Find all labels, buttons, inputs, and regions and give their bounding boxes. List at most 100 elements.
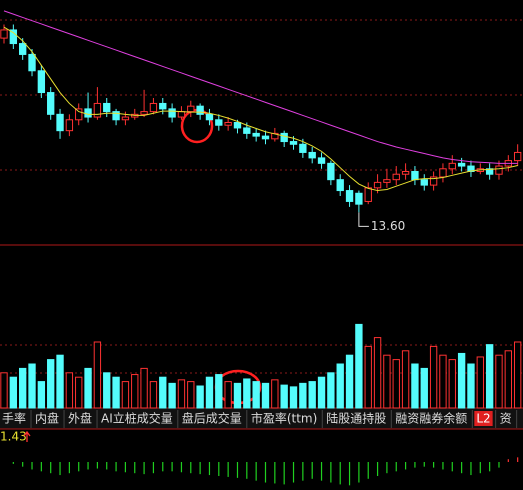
volume-bar [401,350,410,409]
volume-bar [439,354,447,409]
tab-label: 内盘 [35,411,59,426]
volume-bar [196,385,204,409]
low-pointer [358,212,369,227]
volume-bar [355,323,363,409]
grid [0,19,523,374]
candle-body [196,105,204,115]
candle-body [47,92,55,115]
volume-bar [140,367,148,409]
volume-bar [448,359,456,409]
candle-body [112,111,120,121]
candle-body [289,141,298,145]
volume-bar [224,381,232,409]
volume-bar [252,381,260,409]
volume-bar [271,379,279,409]
volume-bar [19,367,27,409]
volume-bar [75,376,83,409]
candle-body [261,135,270,140]
candle-body [75,108,83,121]
candle-body [140,111,148,115]
volume-bar [289,386,298,409]
candle-body [19,43,27,55]
candle-body [177,111,186,118]
tab-label: 手率 [2,411,26,426]
volume-bar [280,384,288,409]
volume-bar [261,382,270,409]
tab-label: 市盈率(ttm) [251,411,317,426]
volume-bar [476,356,484,409]
candle-body [467,165,475,173]
low-label: 13.60 [371,219,405,233]
ma-line [3,26,518,192]
volume-bar [308,381,316,409]
candle-body [252,132,260,137]
candle-body [392,173,400,181]
candle-body [37,70,46,94]
volume-bar [0,372,8,409]
candle-body [187,105,195,113]
tab-label: 陆股通持股 [326,411,386,426]
candle-body [401,171,410,175]
candle-body [65,119,74,132]
volume-bar [364,345,372,409]
candle-body [0,29,8,39]
candle-body [383,179,391,183]
candle-body [149,102,158,113]
candle-body [299,143,307,153]
volume-bar [243,378,251,409]
tab-label: 外盘 [68,411,92,426]
volume-bar [429,345,438,409]
volume-bar [317,376,326,409]
candle-body [485,168,494,175]
candle-body [429,176,438,186]
candle-body [28,53,36,72]
candle-body [345,190,354,202]
volume-bar [37,381,46,409]
volume-bar [84,367,92,409]
volume-bar [159,376,167,409]
volume-bar [93,341,102,409]
volume-bar [504,350,512,409]
ma-line [3,10,518,164]
candle-body [364,187,372,202]
volume-bar [205,376,214,409]
candle-body [327,162,335,181]
volume-bar [495,354,503,409]
candle-body [495,165,503,175]
tab-label: AI立桩成交量 [101,411,173,426]
tab-label: L2 [476,412,490,426]
candle-body [513,151,522,162]
volume-bar [383,354,391,409]
candle-body [215,119,223,126]
candle-body [93,102,102,118]
volume-bar [168,382,176,409]
candle-body [56,113,64,132]
volume-bar [121,381,130,409]
candle-body [224,122,232,126]
volume-bar [373,337,382,409]
candle-body [411,171,419,181]
candle-body [205,113,214,121]
candle-body [9,29,18,45]
volume-bar [513,341,522,409]
candle-body [308,151,316,159]
volume-bar [28,363,36,409]
volume-bar [411,363,419,409]
volume-bar [103,372,111,409]
volume-bar [149,381,158,409]
candle-body [336,179,344,192]
volume-bar [420,367,428,409]
volume-bar [215,374,223,409]
volume-bar [392,359,400,409]
volume-bar [345,354,354,409]
candle-body [457,162,466,167]
candle-body [84,108,92,118]
volume-bar [457,352,466,409]
candle-body [243,127,251,134]
l2-badge [474,411,493,426]
candle-body [159,102,167,110]
candle-body [420,179,428,186]
volume-bar [47,359,55,409]
tab-label: 资 [500,412,512,426]
